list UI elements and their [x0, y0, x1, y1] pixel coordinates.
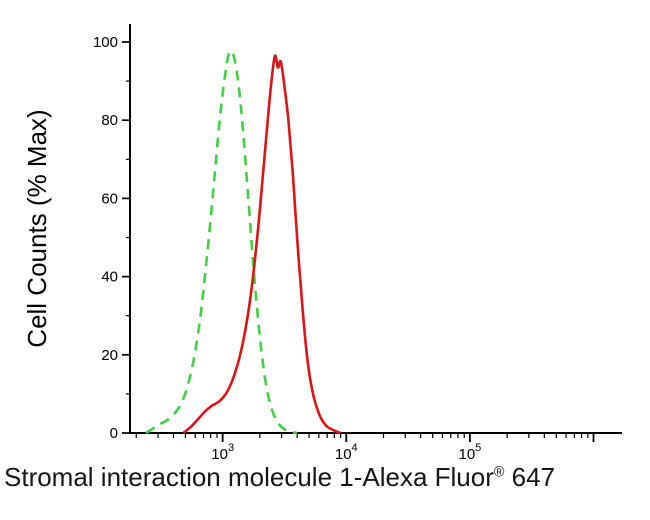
y-tick-label: 80 — [101, 112, 118, 129]
y-tick-label: 60 — [101, 190, 118, 207]
flow-histogram-svg: 0 20 40 60 80 100 103 104 105 Cell Counts (% Max) — [22, 24, 622, 462]
axes — [129, 24, 622, 434]
curve-control — [145, 49, 298, 435]
x-tick-label: 105 — [458, 442, 481, 462]
caption-text: Stromal interaction molecule 1-Alexa Flu… — [4, 462, 494, 492]
curve-STIM1-Alexa-Fluor-647 — [182, 54, 342, 435]
y-tick-label: 100 — [93, 34, 118, 51]
caption-conjugate-number: 647 — [504, 462, 556, 492]
registered-trademark-symbol: ® — [493, 464, 505, 481]
x-tick-label: 103 — [211, 442, 234, 462]
x-tick-label: 104 — [335, 442, 358, 462]
y-tick-label: 0 — [110, 425, 118, 442]
y-tick-label: 20 — [101, 347, 118, 364]
x-axis-caption: Stromal interaction molecule 1-Alexa Flu… — [4, 462, 648, 493]
y-axis-label: Cell Counts (% Max) — [22, 109, 52, 347]
y-tick-label: 40 — [101, 269, 118, 286]
